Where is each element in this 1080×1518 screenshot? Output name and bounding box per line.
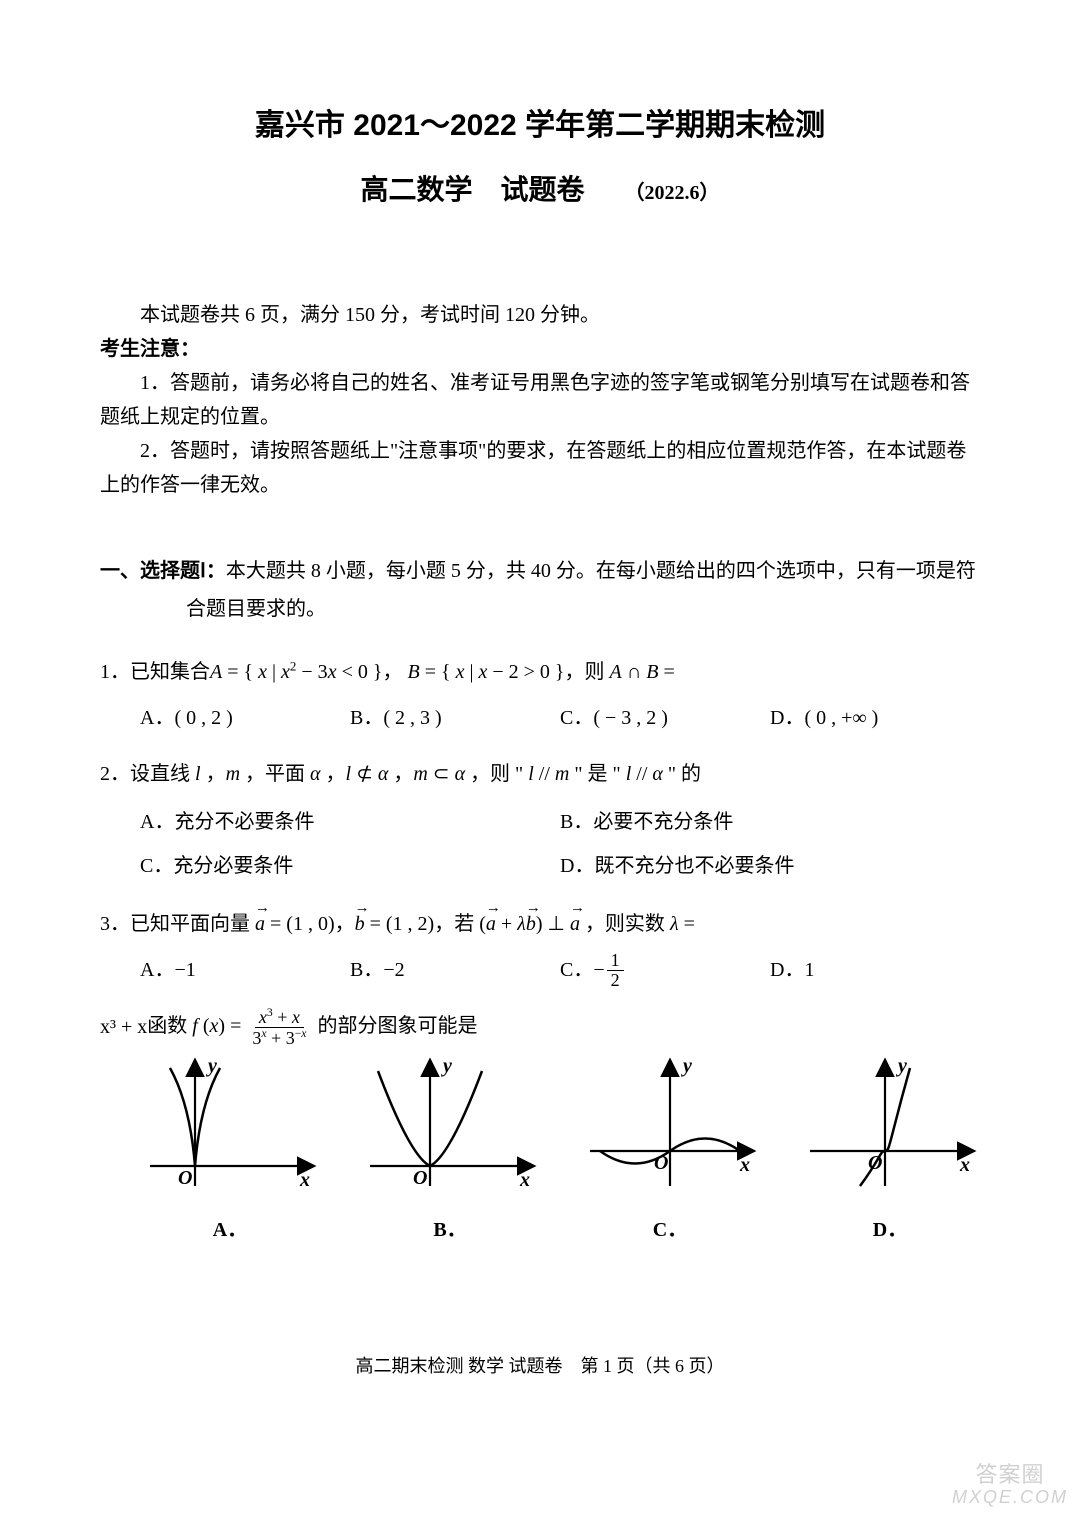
graph-D-svg: y x O <box>800 1056 980 1196</box>
page-footer: 高二期末检测 数学 试题卷 第 1 页（共 6 页） <box>0 1352 1080 1378</box>
q3-options: A．−1 B．−2 C． − 12 D．1 <box>100 950 980 990</box>
q1-optA: A．( 0 , 2 ) <box>140 698 350 738</box>
svg-text:y: y <box>206 1056 217 1077</box>
exam-title: 嘉兴市 2021～2022 学年第二学期期末检测 <box>100 100 980 144</box>
q1-optC: C．( − 3 , 2 ) <box>560 698 770 738</box>
q4-number: x³ + x <box>100 1007 147 1047</box>
svg-text:O: O <box>413 1167 427 1189</box>
q4-graph-D: y x O D． <box>800 1056 980 1250</box>
q3-number: 3． <box>100 904 130 944</box>
q1-setA: A = { x | x2 − 3x < 0 } <box>210 652 382 692</box>
q2-options: A．充分不必要条件 B．必要不充分条件 C．充分必要条件 D．既不充分也不必要条… <box>100 800 980 888</box>
notice-label: 考生注意： <box>100 332 980 366</box>
watermark-bottom: MXQE.COM <box>952 1487 1068 1508</box>
graph-B-svg: y x O <box>360 1056 540 1196</box>
subtitle-row: 高二数学 试题卷 （2022.6） <box>100 168 980 208</box>
instruction-2: 2．答题时，请按照答题纸上"注意事项"的要求，在答题纸上的相应位置规范作答，在本… <box>100 434 980 502</box>
q2-stem: 设直线 l ，m ，平面 α ，l ⊄ α ，m ⊂ α ，则 " l // m… <box>130 754 701 794</box>
q2-optD: D．既不充分也不必要条件 <box>560 844 980 888</box>
instruction-1: 1．答题前，请务必将自己的姓名、准考证号用黑色字迹的签字笔或钢笔分别填写在试题卷… <box>100 366 980 434</box>
svg-text:y: y <box>441 1056 452 1077</box>
q4-graph-B: y x O B． <box>360 1056 540 1250</box>
svg-text:y: y <box>681 1056 692 1077</box>
q2-number: 2． <box>100 754 130 794</box>
exam-date: （2022.6） <box>625 176 720 205</box>
question-4: x³ + x 函数 f (x) = x3 + x 3x + 3−x 的部分图象可… <box>100 1006 980 1250</box>
q4-graph-A: y x O A． <box>140 1056 320 1250</box>
q4-labelD: D． <box>873 1210 907 1250</box>
exam-subtitle: 高二数学 试题卷 <box>360 168 584 208</box>
svg-text:x: x <box>299 1169 310 1191</box>
q3-optB: B．−2 <box>350 950 560 990</box>
q4-labelC: C． <box>653 1210 687 1250</box>
watermark: 答案圈 MXQE.COM <box>952 1462 1068 1508</box>
q1-options: A．( 0 , 2 ) B．( 2 , 3 ) C．( − 3 , 2 ) D．… <box>100 698 980 738</box>
watermark-top: 答案圈 <box>952 1462 1068 1487</box>
q3-optA: A．−1 <box>140 950 350 990</box>
q3-optC: C． − 12 <box>560 950 770 990</box>
svg-text:x: x <box>519 1169 530 1191</box>
question-2: 2． 设直线 l ，m ，平面 α ，l ⊄ α ，m ⊂ α ，则 " l /… <box>100 754 980 888</box>
instructions-block: 本试题卷共 6 页，满分 150 分，考试时间 120 分钟。 考生注意： 1．… <box>100 298 980 502</box>
q1-number: 1． <box>100 652 130 692</box>
q4-stem: 函数 f (x) = x3 + x 3x + 3−x 的部分图象可能是 <box>147 1006 477 1048</box>
svg-text:O: O <box>178 1167 192 1189</box>
q1-optD: D．( 0 , +∞ ) <box>770 698 980 738</box>
section1-desc: 本大题共 8 小题，每小题 5 分，共 40 分。在每小题给出的四个选项中，只有… <box>186 560 976 620</box>
question-1: 1． 已知集合 A = { x | x2 − 3x < 0 } ， B = { … <box>100 652 980 738</box>
section1-label: 一、选择题Ⅰ： <box>100 560 226 582</box>
q1-stem-pre: 已知集合 <box>130 652 210 692</box>
graph-A-svg: y x O <box>140 1056 320 1196</box>
q4-graph-C: y x O C． <box>580 1056 760 1250</box>
svg-text:x: x <box>959 1154 970 1176</box>
section1-header: 一、选择题Ⅰ：本大题共 8 小题，每小题 5 分，共 40 分。在每小题给出的四… <box>100 552 980 628</box>
q1-comma1: ， <box>382 652 402 692</box>
q2-optA: A．充分不必要条件 <box>140 800 560 844</box>
q3-stem: 已知平面向量 a = (1 , 0)，b = (1 , 2)，若 (a + λb… <box>130 904 695 944</box>
q3-optD: D．1 <box>770 950 980 990</box>
q4-labelB: B． <box>433 1210 466 1250</box>
q4-graphs: y x O A． y x O B． <box>100 1056 980 1250</box>
q4-labelA: A． <box>213 1210 247 1250</box>
q1-optB: B．( 2 , 3 ) <box>350 698 560 738</box>
graph-C-svg: y x O <box>580 1056 760 1196</box>
q2-optB: B．必要不充分条件 <box>560 800 980 844</box>
svg-text:x: x <box>739 1154 750 1176</box>
svg-text:y: y <box>896 1056 907 1077</box>
instruction-line1: 本试题卷共 6 页，满分 150 分，考试时间 120 分钟。 <box>100 298 980 332</box>
q1-stem-post: ，则 A ∩ B = <box>565 652 675 692</box>
q1-setB: B = { x | x − 2 > 0 } <box>407 652 564 692</box>
question-3: 3． 已知平面向量 a = (1 , 0)，b = (1 , 2)，若 (a +… <box>100 904 980 990</box>
q2-optC: C．充分必要条件 <box>140 844 560 888</box>
